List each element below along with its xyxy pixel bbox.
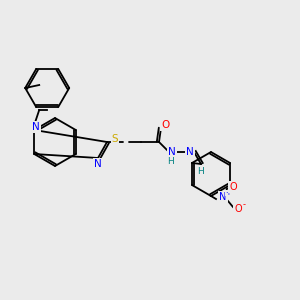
Text: S: S <box>112 134 118 144</box>
Text: +: + <box>225 190 231 196</box>
Text: -: - <box>242 200 245 209</box>
Text: O: O <box>229 182 237 192</box>
Text: N: N <box>94 159 102 169</box>
Text: N: N <box>32 122 40 132</box>
Text: O: O <box>234 204 242 214</box>
Text: N: N <box>219 192 227 202</box>
Text: N: N <box>168 147 176 157</box>
Text: H: H <box>168 157 174 166</box>
Text: H: H <box>196 167 203 176</box>
Text: O: O <box>161 120 169 130</box>
Text: N: N <box>186 147 194 157</box>
